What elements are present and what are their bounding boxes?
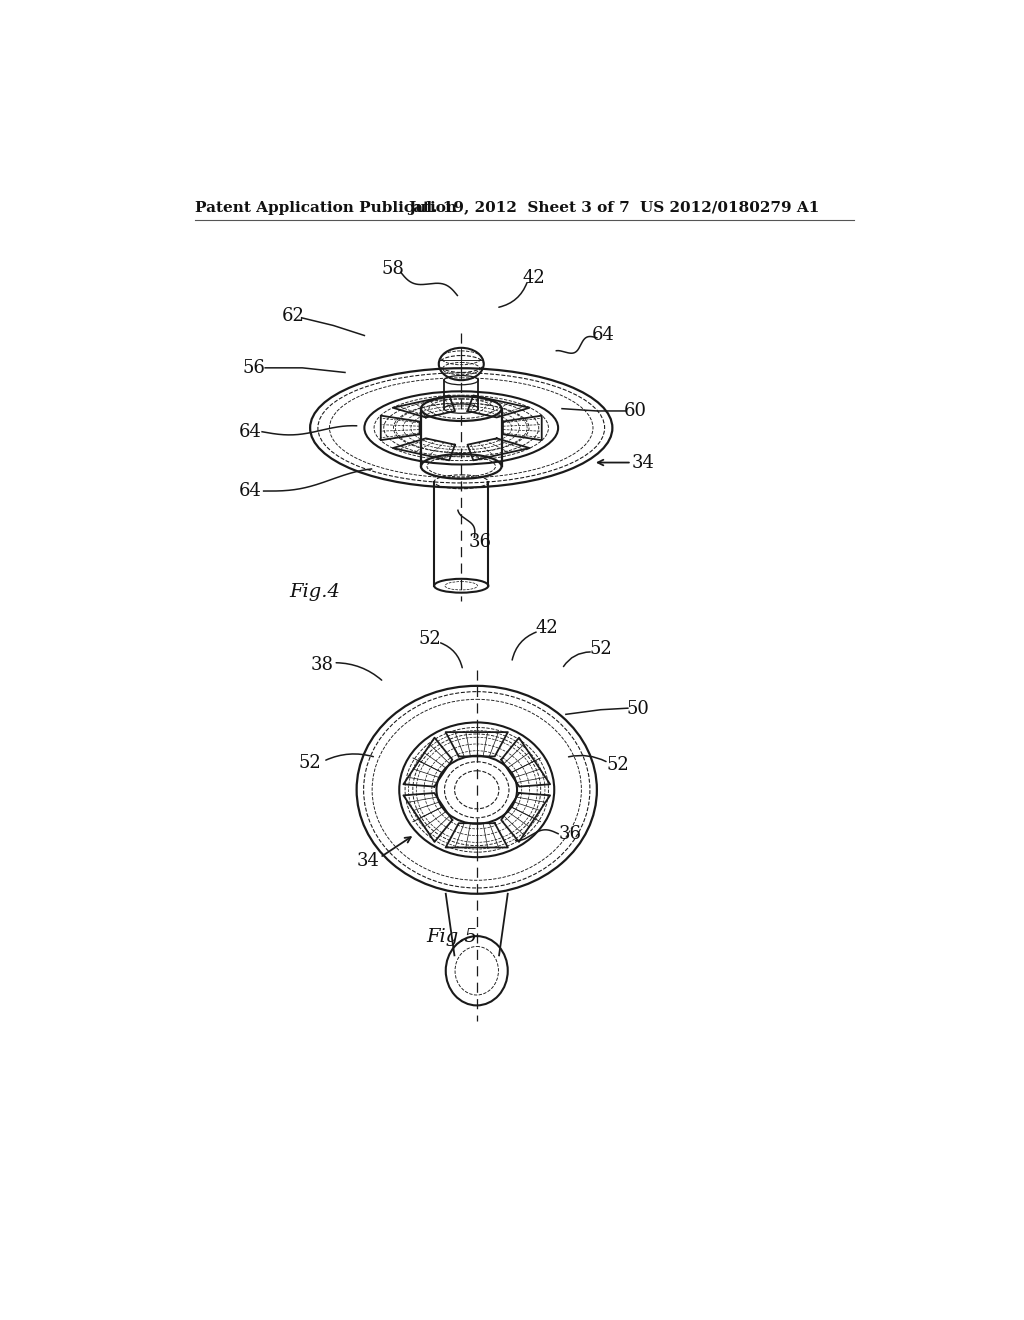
Text: 36: 36 [469, 533, 493, 550]
Text: Fig.4: Fig.4 [289, 583, 340, 602]
Text: 38: 38 [310, 656, 333, 675]
Text: 52: 52 [606, 756, 629, 774]
Text: 60: 60 [624, 403, 647, 420]
Text: 64: 64 [239, 422, 262, 441]
Text: 34: 34 [632, 454, 654, 471]
Text: 64: 64 [239, 482, 262, 500]
Text: 56: 56 [242, 359, 265, 376]
Text: 42: 42 [536, 619, 558, 638]
Text: 58: 58 [382, 260, 404, 277]
Text: 34: 34 [356, 853, 380, 870]
Text: 64: 64 [592, 326, 614, 345]
Text: 52: 52 [299, 754, 322, 772]
Text: US 2012/0180279 A1: US 2012/0180279 A1 [640, 201, 819, 215]
Text: 36: 36 [558, 825, 582, 843]
Text: Patent Application Publication: Patent Application Publication [196, 201, 458, 215]
Text: 42: 42 [522, 269, 546, 286]
Text: Fig.5: Fig.5 [426, 928, 477, 946]
Text: 62: 62 [282, 308, 304, 325]
Text: 52: 52 [590, 640, 612, 657]
Text: Jul. 19, 2012  Sheet 3 of 7: Jul. 19, 2012 Sheet 3 of 7 [409, 201, 631, 215]
Text: 50: 50 [627, 700, 649, 718]
Text: 52: 52 [419, 630, 441, 648]
